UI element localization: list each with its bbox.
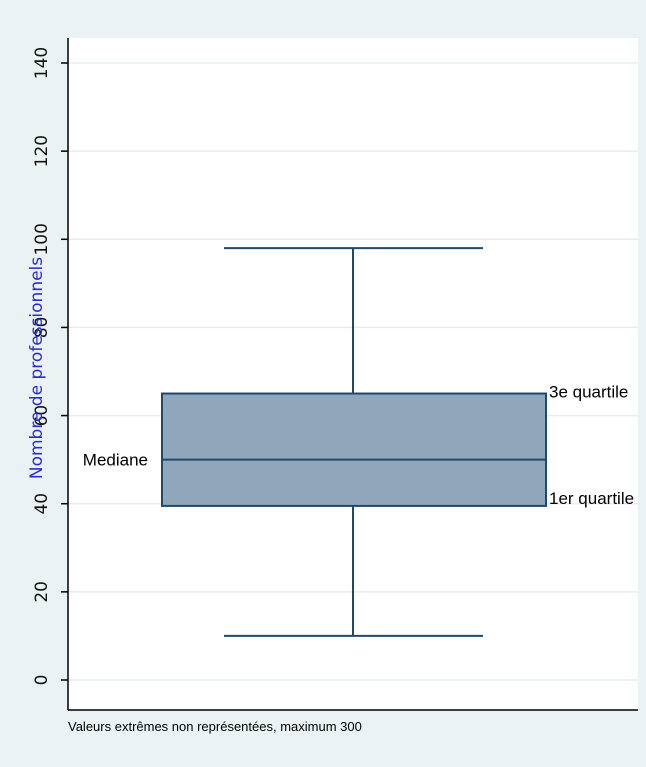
y-tick-label-60: 60 — [32, 405, 52, 427]
third-quartile-annotation: 3e quartile — [549, 383, 628, 402]
y-tick-label-20: 20 — [32, 581, 52, 603]
y-tick-label-80: 80 — [32, 317, 52, 339]
footnote: Valeurs extrêmes non représentées, maxim… — [68, 719, 362, 734]
y-tick-label-100: 100 — [32, 223, 52, 255]
y-axis-ticks: 0 20 40 60 80 100 120 140 — [32, 47, 68, 686]
median-annotation: Mediane — [83, 451, 148, 470]
y-tick-label-0: 0 — [32, 675, 52, 686]
y-tick-label-40: 40 — [32, 493, 52, 515]
interquartile-box — [161, 392, 547, 507]
first-quartile-annotation: 1er quartile — [549, 489, 634, 508]
y-tick-label-140: 140 — [32, 47, 52, 79]
box-plot — [161, 247, 547, 637]
y-tick-label-120: 120 — [32, 135, 52, 167]
y-axis-label: Nombre de professionnels — [27, 257, 47, 479]
